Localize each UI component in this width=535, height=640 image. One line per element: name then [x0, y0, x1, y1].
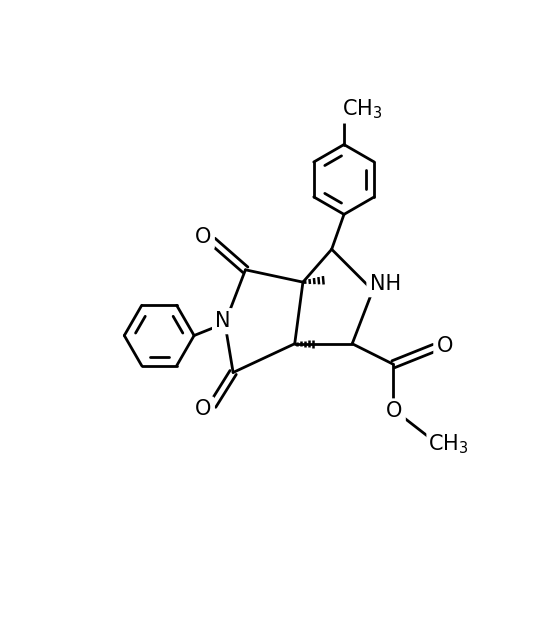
Text: O: O	[437, 336, 453, 356]
Text: CH$_3$: CH$_3$	[429, 433, 469, 456]
Text: NH: NH	[370, 274, 401, 294]
Text: CH$_3$: CH$_3$	[342, 98, 383, 122]
Text: O: O	[386, 401, 403, 422]
Text: O: O	[195, 399, 212, 419]
Text: O: O	[195, 227, 212, 247]
Text: N: N	[215, 311, 231, 331]
